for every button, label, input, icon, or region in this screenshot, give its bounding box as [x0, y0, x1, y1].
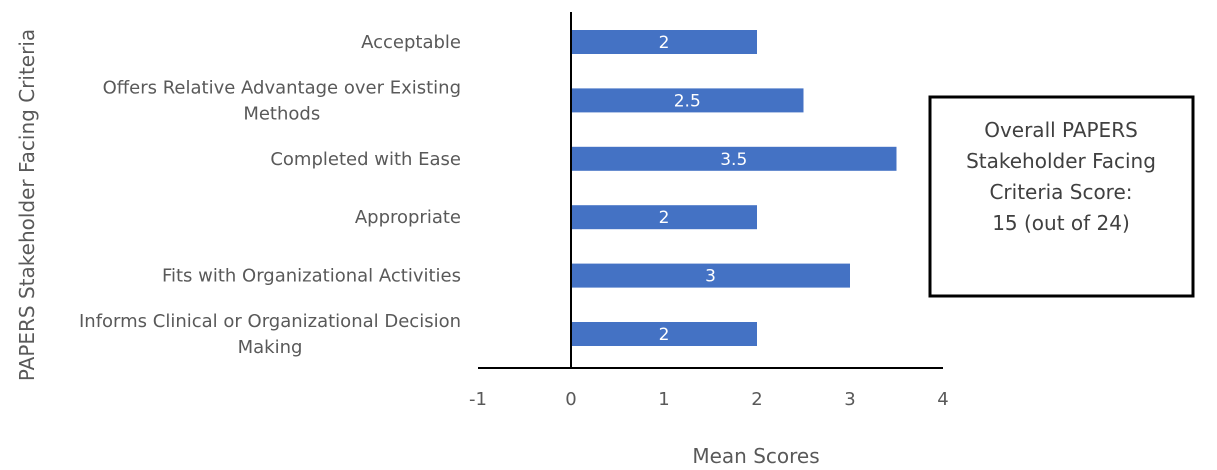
category-label: Fits with Organizational Activities	[162, 266, 461, 287]
category-label-line: Offers Relative Advantage over Existing	[103, 77, 461, 98]
x-tick-label: 0	[565, 389, 576, 410]
category-label-line: Making	[238, 337, 303, 358]
category-labels-group: Acceptable Offers Relative Advantage over…	[79, 32, 461, 358]
bar	[571, 146, 897, 171]
bar-data-label: 2	[659, 325, 670, 345]
x-tick-label: 1	[658, 389, 669, 410]
x-tick-label: 2	[751, 389, 762, 410]
category-label: Appropriate	[355, 207, 461, 228]
x-tick-label: 3	[844, 389, 855, 410]
bar-data-label: 3	[705, 267, 716, 287]
score-callout: Overall PAPERS Stakeholder Facing Criteria…	[928, 95, 1195, 298]
y-axis-title: PAPERS Stakeholder Facing Criteria	[15, 29, 39, 381]
bar	[571, 263, 850, 288]
callout-line: Criteria Score:	[989, 180, 1132, 204]
callout-box	[928, 95, 1195, 298]
callout-line: 15 (out of 24)	[992, 211, 1130, 235]
category-label: Completed with Ease	[270, 149, 461, 170]
bar-data-label: 2.5	[674, 91, 701, 111]
bar	[571, 205, 757, 230]
x-tick-label: -1	[469, 389, 487, 410]
category-label: Offers Relative Advantage over Existing M…	[103, 77, 461, 124]
category-label-line: Methods	[243, 103, 320, 124]
bar-data-label: 2	[659, 208, 670, 228]
category-label: Informs Clinical or Organizational Decis…	[79, 311, 461, 358]
bar-data-label: 3.5	[720, 150, 747, 170]
bar	[571, 322, 757, 346]
x-tick-label: 4	[937, 389, 948, 410]
callout-line: Overall PAPERS	[984, 118, 1138, 142]
x-axis-title: Mean Scores	[692, 444, 819, 466]
callout-text-group: Overall PAPERS Stakeholder Facing Criteria…	[966, 118, 1156, 235]
category-label: Acceptable	[361, 32, 461, 53]
bars-group: 2 2.5 3.5 2 3 2	[571, 30, 897, 346]
bar-data-label: 2	[659, 33, 670, 53]
bar	[571, 88, 804, 113]
callout-line: Stakeholder Facing	[966, 149, 1156, 173]
bar	[571, 30, 757, 54]
category-label-line: Informs Clinical or Organizational Decis…	[79, 311, 461, 332]
tick-labels-group: -1 0 1 2 3 4	[469, 389, 949, 410]
axes-group	[478, 12, 943, 369]
